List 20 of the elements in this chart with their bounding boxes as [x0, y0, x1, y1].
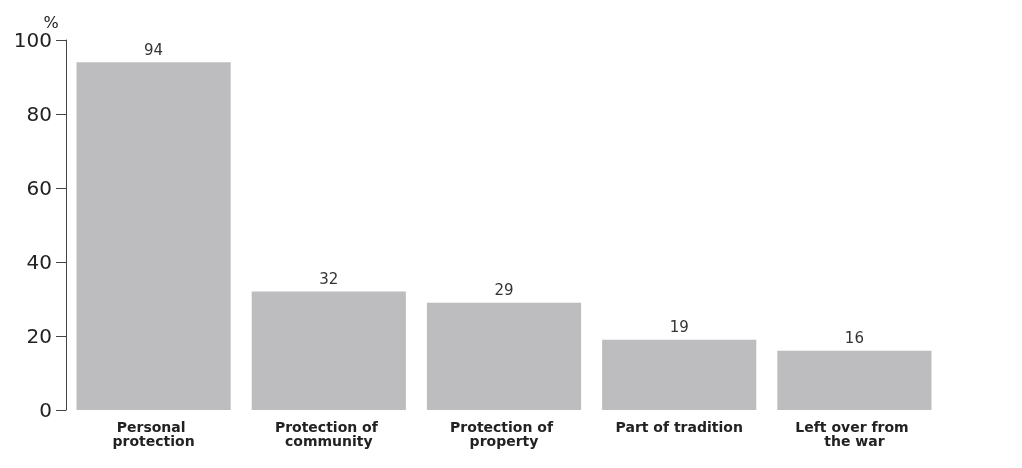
x-tick-label: Left over from the war [795, 419, 914, 449]
y-tick-label: 80 [26, 102, 52, 126]
bar [76, 62, 231, 410]
y-tick-label: 0 [39, 398, 52, 422]
x-tick-label: Protection of community [274, 419, 383, 449]
x-tick-label: Protection of property [450, 419, 558, 449]
y-tick-label: 60 [26, 176, 52, 200]
y-tick-label: 40 [26, 250, 52, 274]
bar [777, 350, 932, 410]
data-label: 94 [144, 40, 164, 59]
bar [602, 339, 757, 410]
bar [251, 291, 406, 410]
data-label: 19 [669, 318, 689, 337]
y-tick-label: 20 [26, 324, 52, 348]
data-label: 32 [319, 270, 339, 289]
data-label: 29 [494, 281, 514, 300]
bar [426, 302, 582, 410]
x-tick-label: Part of tradition [615, 419, 743, 435]
x-tick-label: Personal protection [112, 419, 195, 449]
data-label: 16 [844, 329, 864, 348]
